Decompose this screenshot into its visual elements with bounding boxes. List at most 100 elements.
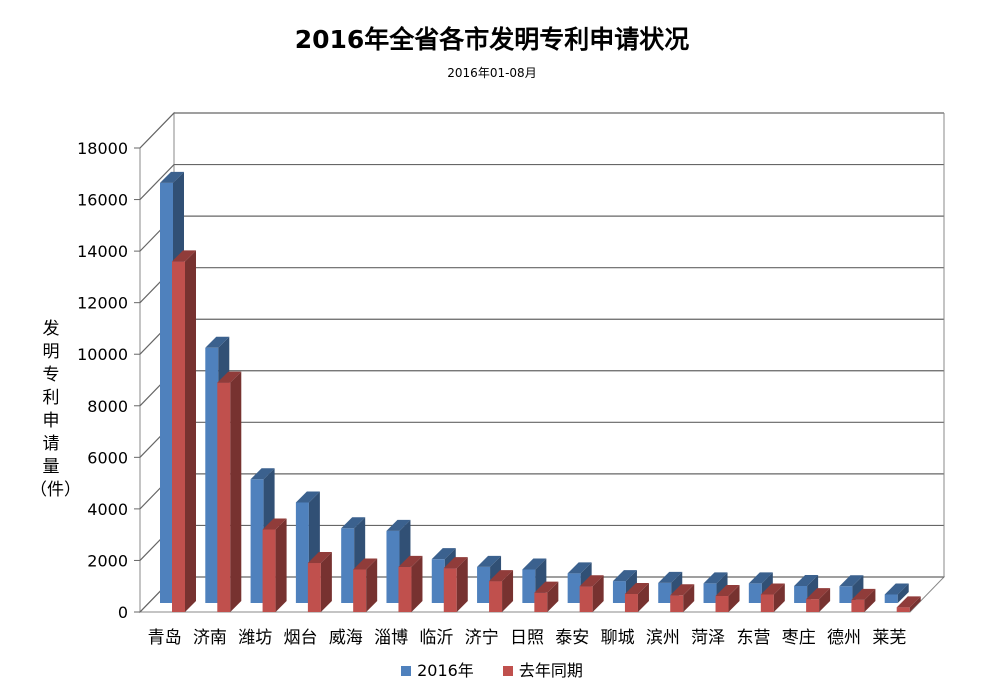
bar-last-year-top: [851, 588, 876, 600]
y-tick-label: 10000: [77, 345, 128, 364]
bar-last-year-side: [547, 581, 559, 612]
bar-last-year-top: [172, 250, 196, 262]
bar-2016-front: [567, 573, 581, 603]
y-axis-label-char: 申: [42, 411, 60, 431]
bar-last-year-side: [185, 250, 196, 612]
bar-2016-front: [748, 583, 762, 603]
y-tick-label: 4000: [87, 500, 128, 519]
legend-label-last-year: 去年同期: [518, 661, 583, 680]
y-axis-label-char: 请: [42, 434, 60, 454]
bar-last-year-top: [806, 588, 831, 600]
bar-2016-top: [567, 562, 592, 574]
bar-last-year-front: [670, 595, 684, 612]
x-category-label: 东营: [736, 628, 770, 648]
bar-last-year-side: [592, 575, 604, 612]
bar-2016-front: [386, 530, 400, 603]
bar-2016-top: [839, 575, 864, 587]
bar-2016-front: [703, 583, 717, 603]
bar-last-year-top: [443, 557, 468, 569]
bar-last-year-side: [637, 582, 649, 612]
bar-last-year-front: [217, 382, 231, 612]
bar-last-year-top: [670, 584, 695, 596]
bar-2016-front: [205, 347, 219, 603]
bar-last-year-side: [728, 585, 740, 612]
y-tick-label: 6000: [87, 448, 128, 467]
y-tick-label: 18000: [77, 139, 128, 158]
x-category-label: 菏泽: [691, 628, 725, 648]
bar-last-year-front: [624, 593, 638, 612]
gridline: [139, 215, 944, 252]
bar-last-year-side: [320, 552, 332, 612]
legend-item-last-year[interactable]: 去年同期: [502, 657, 583, 681]
bar-last-year-top: [624, 582, 649, 594]
x-category-label: 枣庄: [782, 628, 816, 648]
legend-swatch-2016: [401, 665, 412, 676]
bar-2016-top: [522, 558, 547, 570]
bar-2016-front: [884, 594, 898, 603]
x-category-label: 滨州: [646, 628, 680, 648]
y-axis-label-char: 利: [42, 388, 60, 408]
y-tick-label: 0: [118, 603, 128, 622]
y-axis-label-unit: （件）: [30, 480, 81, 500]
bar-last-year-top: [353, 558, 378, 570]
bar-last-year-side: [275, 518, 287, 612]
x-category-label: 济宁: [465, 628, 499, 648]
bar-last-year-front: [489, 581, 503, 612]
bar-last-year-side: [456, 557, 468, 612]
legend-label-2016: 2016年: [417, 661, 474, 680]
bar-last-year-top: [579, 575, 604, 587]
bar-last-year-side: [230, 371, 242, 612]
x-category-label: 德州: [827, 628, 861, 648]
bar-last-year-top: [896, 596, 921, 608]
legend: 2016年 去年同期: [0, 657, 984, 681]
bar-last-year-side: [502, 570, 514, 612]
x-category-label: 威海: [329, 628, 363, 648]
bar-2016-front: [658, 582, 672, 603]
gridline: [139, 370, 944, 407]
x-category-label: 聊城: [601, 628, 635, 648]
y-tick-label: 12000: [77, 294, 128, 313]
x-category-label: 青岛: [148, 628, 182, 648]
y-tick-label: 8000: [87, 397, 128, 416]
chart-title: 2016年全省各市发明专利申请状况: [294, 25, 690, 54]
x-category-label: 烟台: [284, 628, 318, 648]
x-category-label: 济南: [193, 628, 227, 648]
bar-last-year-top: [760, 583, 785, 595]
x-category-label: 临沂: [419, 628, 453, 648]
x-category-label: 莱芜: [872, 628, 906, 648]
bar-last-year-front: [851, 599, 865, 612]
bar-last-year-top: [307, 552, 332, 564]
bar-last-year-top: [217, 371, 242, 383]
legend-item-2016[interactable]: 2016年: [401, 657, 474, 681]
labels-layer: 0 2000 4000 6000 8000 10000 12000 14000 16000 180…: [77, 139, 906, 648]
y-axis-label-char: 明: [42, 342, 60, 362]
bar-2016-top: [658, 571, 683, 583]
y-axis-label-char: 量: [42, 457, 60, 477]
bar-2016-front: [295, 502, 309, 603]
bar-last-year-front: [534, 592, 548, 612]
y-axis-label: 发 明 专 利 申 请 量 （件）: [30, 318, 81, 502]
bar-2016-front: [160, 182, 173, 604]
bar-last-year-front: [443, 568, 457, 612]
bar-chart: 0 2000 4000 6000 8000 10000 12000 14000 16000 180…: [77, 111, 946, 648]
bar-last-year-top: [715, 585, 740, 597]
bar-2016-top: [250, 468, 275, 480]
bar-2016-side: [897, 583, 909, 603]
y-tick-label: 14000: [77, 242, 128, 261]
bar-2016-top: [205, 336, 230, 348]
bar-2016-top: [295, 491, 320, 503]
bar-2016-front: [839, 586, 853, 603]
bar-last-year-top: [534, 581, 559, 593]
bar-2016-top: [386, 519, 411, 531]
bar-2016-top: [703, 572, 728, 584]
bar-2016-top: [477, 555, 502, 567]
legend-swatch-last-year: [502, 665, 513, 676]
bar-last-year-front: [715, 596, 729, 612]
bar-2016-top: [341, 517, 366, 529]
bar-last-year-front: [172, 261, 185, 612]
bar-last-year-front: [307, 563, 321, 612]
bar-2016-top: [431, 548, 456, 560]
bar-2016-top: [612, 570, 637, 582]
bar-2016-front: [612, 581, 626, 603]
bar-last-year-side: [773, 583, 785, 612]
